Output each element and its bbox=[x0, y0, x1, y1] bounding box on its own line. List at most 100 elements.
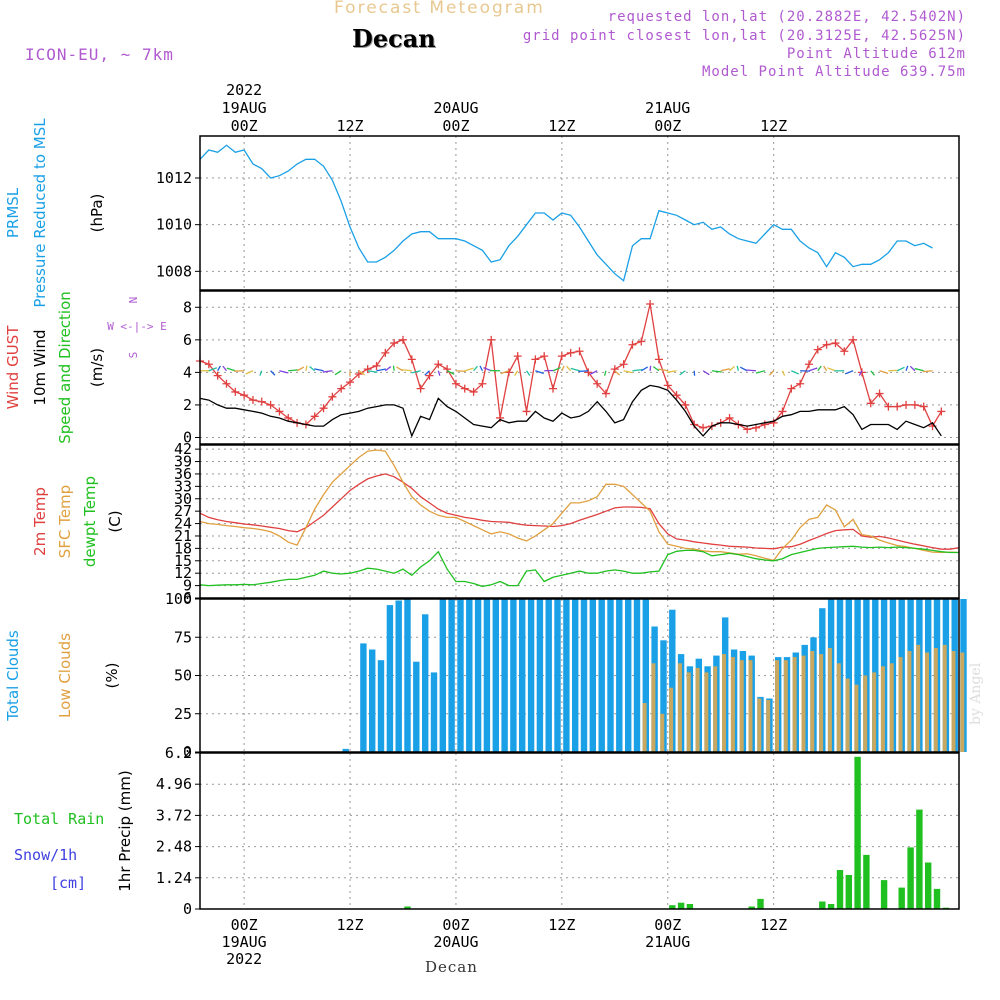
wind-direction-arrow bbox=[827, 367, 836, 372]
wind-direction-arrow bbox=[367, 370, 378, 373]
author-watermark: by Angel bbox=[968, 662, 984, 725]
clouds-bar bbox=[563, 599, 570, 752]
wind-direction-arrow bbox=[358, 370, 366, 376]
clouds-bar bbox=[704, 672, 709, 752]
wind-gust-marker bbox=[231, 387, 240, 396]
clouds-bar bbox=[845, 678, 850, 752]
wind-gust-marker bbox=[363, 365, 372, 374]
clouds-bar bbox=[519, 599, 526, 752]
clouds-bar bbox=[377, 660, 385, 752]
temperature-frame bbox=[199, 444, 960, 599]
wind-gust-marker bbox=[478, 379, 487, 388]
clouds-bar bbox=[880, 666, 885, 752]
temperature-ytick-label: 33 bbox=[174, 477, 192, 495]
precip-axis-label: 1hr Precip (mm) bbox=[116, 770, 134, 891]
wind-gust-marker bbox=[910, 400, 919, 409]
temperature-ytick-label: 30 bbox=[174, 490, 192, 508]
compass-east-west: W <-|-> E bbox=[107, 320, 167, 333]
clouds-bar bbox=[386, 605, 394, 752]
bottom-time-label: 20AUG bbox=[433, 933, 478, 951]
temperature-axis-label: (C) bbox=[106, 510, 124, 532]
clouds-bar bbox=[598, 599, 605, 752]
wind-direction-arrow bbox=[870, 370, 875, 376]
wind-gust-marker bbox=[760, 420, 769, 429]
precip-bar bbox=[836, 870, 844, 909]
top-time-label: 12Z bbox=[760, 117, 787, 135]
wind-gust-marker bbox=[319, 404, 328, 413]
total-rain-label: Total Rain bbox=[14, 810, 104, 828]
clouds-bar bbox=[669, 687, 674, 752]
clouds-bar bbox=[686, 672, 691, 752]
wind-gust-marker bbox=[857, 368, 866, 377]
wind-direction-arrow bbox=[514, 370, 519, 376]
wind-gust-marker bbox=[840, 347, 849, 356]
wind-direction-arrow bbox=[614, 370, 621, 376]
clouds-panel: 0 25 50 75 100 bbox=[165, 590, 967, 761]
clouds-bar bbox=[404, 599, 411, 752]
temperature-ytick-label: 39 bbox=[174, 453, 192, 471]
clouds-bar bbox=[616, 599, 623, 752]
wind-gust-marker bbox=[434, 360, 443, 369]
wind-panel: 0 2 4 6 8 bbox=[183, 290, 960, 446]
clouds-bar bbox=[483, 599, 491, 752]
clouds-bar bbox=[660, 640, 667, 752]
clouds-bar bbox=[607, 599, 614, 752]
clouds-bar bbox=[422, 614, 429, 752]
wind-direction-arrow bbox=[623, 370, 633, 374]
wind-direction-arrow bbox=[561, 365, 565, 372]
wind-direction-arrow bbox=[729, 365, 735, 372]
clouds-bar bbox=[933, 648, 938, 752]
wind-gust-marker bbox=[540, 352, 549, 361]
clouds-bar bbox=[863, 675, 868, 752]
wind-direction-arrow bbox=[578, 370, 589, 373]
bottom-time-label: 2022 bbox=[226, 950, 262, 968]
wind-direction-arrow bbox=[746, 369, 757, 372]
wind-gust-marker bbox=[584, 368, 593, 377]
clouds-bar bbox=[819, 654, 824, 752]
wind-direction-arrow bbox=[755, 370, 766, 374]
precip-bar bbox=[686, 904, 694, 909]
temperature-ytick-label: 36 bbox=[174, 465, 192, 483]
precip-bar bbox=[863, 854, 870, 909]
clouds-bar bbox=[642, 599, 649, 752]
wind-axis-label: Wind GUST bbox=[4, 325, 22, 410]
wind-direction-arrow bbox=[922, 370, 933, 373]
wind-direction-arrow bbox=[392, 365, 395, 371]
precip-ytick-label: 2.48 bbox=[156, 838, 192, 856]
wind-direction-arrow bbox=[424, 370, 430, 376]
wind-gust-marker bbox=[257, 397, 266, 406]
wind-gust-marker bbox=[593, 379, 602, 388]
wind-direction-arrow bbox=[909, 365, 916, 372]
precip-panel: 0 1.24 2.48 3.72 4.96 6.2 bbox=[156, 744, 960, 918]
clouds-bar bbox=[942, 644, 947, 752]
wind-direction-arrow bbox=[781, 370, 786, 376]
pressure-axis-label: Pressure Reduced to MSL bbox=[31, 118, 49, 308]
precip-bar bbox=[933, 888, 941, 909]
wind-direction-arrow bbox=[736, 365, 739, 371]
clouds-axis-label: Total Clouds bbox=[4, 630, 22, 722]
clouds-bar bbox=[872, 672, 877, 752]
clouds-bar bbox=[430, 672, 438, 752]
clouds-bar bbox=[466, 599, 473, 752]
wind-direction-arrow bbox=[791, 370, 800, 375]
wind-direction-arrow bbox=[666, 370, 677, 373]
wind-gust-marker bbox=[937, 407, 946, 416]
wind-series-1-line bbox=[199, 384, 942, 438]
clouds-bar bbox=[474, 599, 482, 752]
top-time-label: 2022 bbox=[226, 81, 262, 99]
wind-gust-marker bbox=[416, 384, 425, 393]
temperature-ytick-label: 18 bbox=[174, 539, 192, 557]
clouds-bar bbox=[492, 599, 499, 752]
wind-direction-arrow bbox=[322, 370, 333, 373]
wind-frame bbox=[199, 290, 960, 445]
bottom-time-label: 21AUG bbox=[645, 933, 690, 951]
precip-ytick-label: 6.2 bbox=[165, 744, 192, 762]
temperature-ytick-label: 27 bbox=[174, 502, 192, 520]
wind-direction-arrow bbox=[479, 365, 484, 372]
wind-gust-marker bbox=[310, 412, 319, 421]
wind-gust-marker bbox=[654, 355, 663, 364]
temperature-series-2-line bbox=[199, 545, 959, 588]
wind-direction-arrow bbox=[566, 365, 572, 372]
